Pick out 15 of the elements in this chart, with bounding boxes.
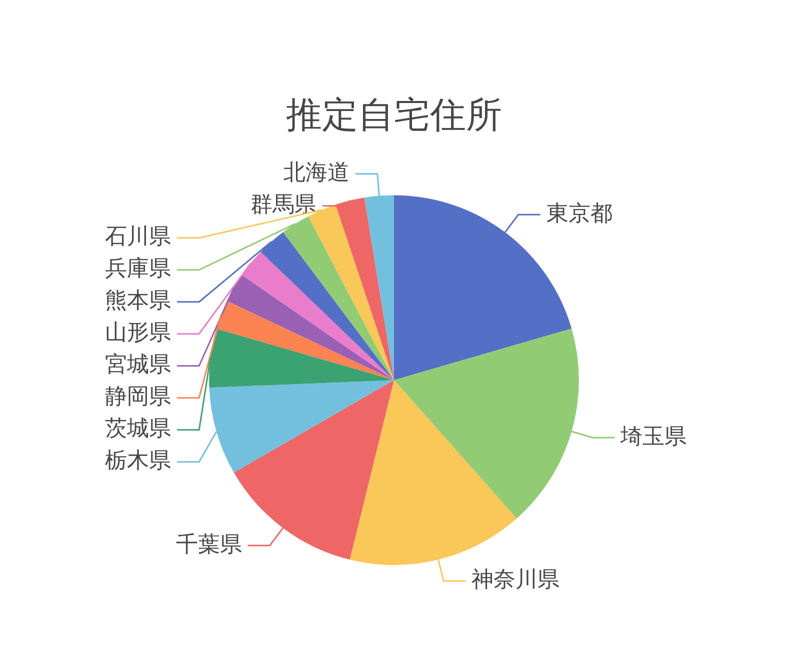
slice-label: 兵庫県: [105, 256, 172, 282]
slice-label: 千葉県: [176, 532, 242, 558]
chart-title: 推定自宅住所: [286, 94, 502, 136]
slice-label: 群馬県: [250, 192, 317, 218]
slice-label: 山形県: [105, 320, 172, 346]
slice-label: 北海道: [283, 160, 350, 186]
slice-label: 石川県: [105, 224, 172, 250]
slice-label: 茨城県: [105, 416, 172, 442]
slice-label: 東京都: [546, 201, 612, 226]
slice-label: 栃木県: [105, 448, 172, 474]
slice-label: 埼玉県: [620, 424, 687, 450]
slice-label: 宮城県: [105, 352, 172, 378]
slice-label: 熊本県: [105, 288, 172, 314]
slice-label: 静岡県: [105, 384, 172, 410]
slice-label: 神奈川県: [472, 568, 560, 593]
